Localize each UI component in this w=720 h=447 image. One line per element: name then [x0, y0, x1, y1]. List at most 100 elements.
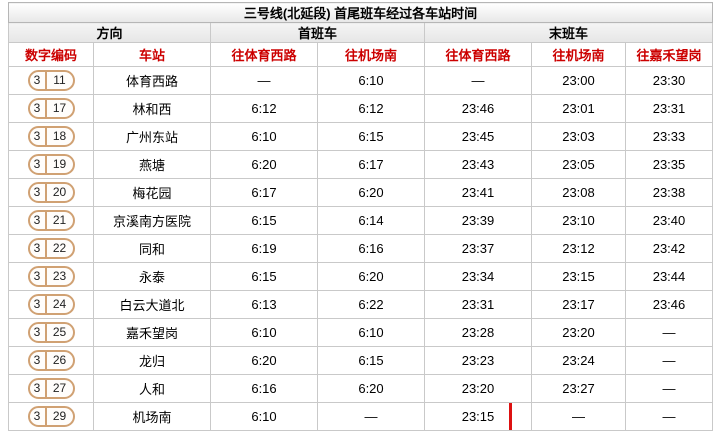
station-code-badge: 3 26	[27, 350, 75, 371]
time-cell-last-to-jiahewanggang: 23:40	[625, 206, 713, 235]
station-number: 18	[52, 129, 67, 143]
line-number: 3	[30, 240, 47, 257]
time-cell-first-to-jichangnan: 6:15	[317, 122, 425, 151]
table-row: 3 27 人和 6:16 6:20 23:20 23:27 —	[8, 374, 713, 403]
time-cell-last-to-jiahewanggang: —	[625, 402, 713, 431]
station-name-cell: 京溪南方医院	[93, 206, 211, 235]
time-cell-last-to-tiyuxilu: 23:46	[424, 94, 532, 123]
line-number: 3	[30, 72, 47, 89]
column-header-row: 数字编码 车站 往体育西路 往机场南 往体育西路 往机场南 往嘉禾望岗	[8, 42, 713, 67]
station-code-cell: 3 26	[8, 346, 94, 375]
station-code-cell: 3 24	[8, 290, 94, 319]
time-cell-last-to-jichangnan: 23:08	[531, 178, 626, 207]
station-number: 17	[52, 101, 67, 115]
line-number: 3	[30, 380, 47, 397]
station-name-cell: 燕塘	[93, 150, 211, 179]
station-code-badge: 3 22	[27, 238, 75, 259]
time-cell-last-to-tiyuxilu: 23:37	[424, 234, 532, 263]
table-row: 3 11 体育西路 — 6:10 — 23:00 23:30	[8, 66, 713, 95]
time-cell-first-to-jichangnan: 6:20	[317, 374, 425, 403]
station-number: 25	[52, 325, 67, 339]
header-first-to-tiyuxilu: 往体育西路	[210, 42, 318, 67]
time-cell-first-to-tiyuxilu: 6:10	[210, 122, 318, 151]
station-name-cell: 龙归	[93, 346, 211, 375]
time-cell-first-to-tiyuxilu: 6:15	[210, 206, 318, 235]
station-number: 19	[52, 157, 67, 171]
station-number: 26	[52, 353, 67, 367]
station-code-badge: 3 18	[27, 126, 75, 147]
station-code-cell: 3 23	[8, 262, 94, 291]
time-cell-last-to-tiyuxilu: 23:43	[424, 150, 532, 179]
time-cell-last-to-tiyuxilu: 23:34	[424, 262, 532, 291]
station-code-badge: 3 24	[27, 294, 75, 315]
line-number: 3	[30, 296, 47, 313]
time-cell-last-to-tiyuxilu: 23:23	[424, 346, 532, 375]
station-code-cell: 3 17	[8, 94, 94, 123]
time-cell-last-to-jiahewanggang: —	[625, 346, 713, 375]
line-number: 3	[30, 408, 47, 425]
station-name-cell: 永泰	[93, 262, 211, 291]
time-cell-last-to-jiahewanggang: 23:42	[625, 234, 713, 263]
time-cell-last-to-jiahewanggang: 23:31	[625, 94, 713, 123]
time-cell-first-to-tiyuxilu: 6:16	[210, 374, 318, 403]
time-cell-last-to-tiyuxilu: 23:45	[424, 122, 532, 151]
time-cell-first-to-tiyuxilu: 6:13	[210, 290, 318, 319]
station-number: 21	[52, 213, 67, 227]
station-code-badge: 3 23	[27, 266, 75, 287]
time-cell-last-to-jichangnan: 23:05	[531, 150, 626, 179]
time-cell-first-to-tiyuxilu: 6:10	[210, 402, 318, 431]
station-code-badge: 3 21	[27, 210, 75, 231]
table-row: 3 18 广州东站 6:10 6:15 23:45 23:03 23:33	[8, 122, 713, 151]
time-cell-first-to-jichangnan: 6:14	[317, 206, 425, 235]
time-cell-last-to-jichangnan: 23:03	[531, 122, 626, 151]
time-cell-last-to-jichangnan: 23:15	[531, 262, 626, 291]
time-cell-first-to-tiyuxilu: 6:15	[210, 262, 318, 291]
table-row: 3 23 永泰 6:15 6:20 23:34 23:15 23:44	[8, 262, 713, 291]
time-cell-last-to-tiyuxilu: 23:31	[424, 290, 532, 319]
time-cell-last-to-tiyuxilu: 23:20	[424, 374, 532, 403]
header-last-to-tiyuxilu: 往体育西路	[424, 42, 532, 67]
station-name-cell: 嘉禾望岗	[93, 318, 211, 347]
time-cell-first-to-jichangnan: 6:10	[317, 318, 425, 347]
time-cell-last-to-jichangnan: 23:17	[531, 290, 626, 319]
station-code-cell: 3 19	[8, 150, 94, 179]
title-row: 三号线(北延段) 首尾班车经过各车站时间	[8, 2, 713, 23]
station-number: 23	[52, 269, 67, 283]
station-code-cell: 3 29	[8, 402, 94, 431]
time-cell-first-to-jichangnan: 6:17	[317, 150, 425, 179]
header-first-to-jichangnan: 往机场南	[317, 42, 425, 67]
time-cell-last-to-tiyuxilu: 23:15	[424, 402, 532, 431]
time-cell-last-to-tiyuxilu: —	[424, 66, 532, 95]
header-direction: 方向	[8, 22, 211, 43]
time-cell-last-to-jiahewanggang: 23:44	[625, 262, 713, 291]
station-code-cell: 3 20	[8, 178, 94, 207]
time-cell-first-to-jichangnan: 6:22	[317, 290, 425, 319]
time-cell-last-to-jichangnan: 23:12	[531, 234, 626, 263]
station-code-badge: 3 27	[27, 378, 75, 399]
time-cell-first-to-jichangnan: 6:10	[317, 66, 425, 95]
time-cell-first-to-jichangnan: 6:20	[317, 262, 425, 291]
station-name-cell: 机场南	[93, 402, 211, 431]
station-code-cell: 3 11	[8, 66, 94, 95]
line-number: 3	[30, 324, 47, 341]
time-cell-last-to-jichangnan: 23:01	[531, 94, 626, 123]
timetable-body: 3 11 体育西路 — 6:10 — 23:00 23:30 3 17 林和西 …	[8, 66, 713, 431]
station-name-cell: 广州东站	[93, 122, 211, 151]
time-cell-first-to-tiyuxilu: 6:12	[210, 94, 318, 123]
time-cell-last-to-jichangnan: 23:20	[531, 318, 626, 347]
station-code-cell: 3 22	[8, 234, 94, 263]
station-code-badge: 3 25	[27, 322, 75, 343]
station-name-cell: 梅花园	[93, 178, 211, 207]
line-number: 3	[30, 128, 47, 145]
station-code-cell: 3 25	[8, 318, 94, 347]
time-cell-first-to-jichangnan: 6:12	[317, 94, 425, 123]
time-cell-last-to-jiahewanggang: —	[625, 374, 713, 403]
table-row: 3 29 机场南 6:10 — 23:15 — —	[8, 402, 713, 431]
time-cell-first-to-tiyuxilu: 6:19	[210, 234, 318, 263]
time-cell-last-to-jiahewanggang: 23:30	[625, 66, 713, 95]
station-number: 24	[52, 297, 67, 311]
table-row: 3 24 白云大道北 6:13 6:22 23:31 23:17 23:46	[8, 290, 713, 319]
time-cell-first-to-jichangnan: 6:16	[317, 234, 425, 263]
time-cell-last-to-tiyuxilu: 23:39	[424, 206, 532, 235]
station-code-cell: 3 27	[8, 374, 94, 403]
